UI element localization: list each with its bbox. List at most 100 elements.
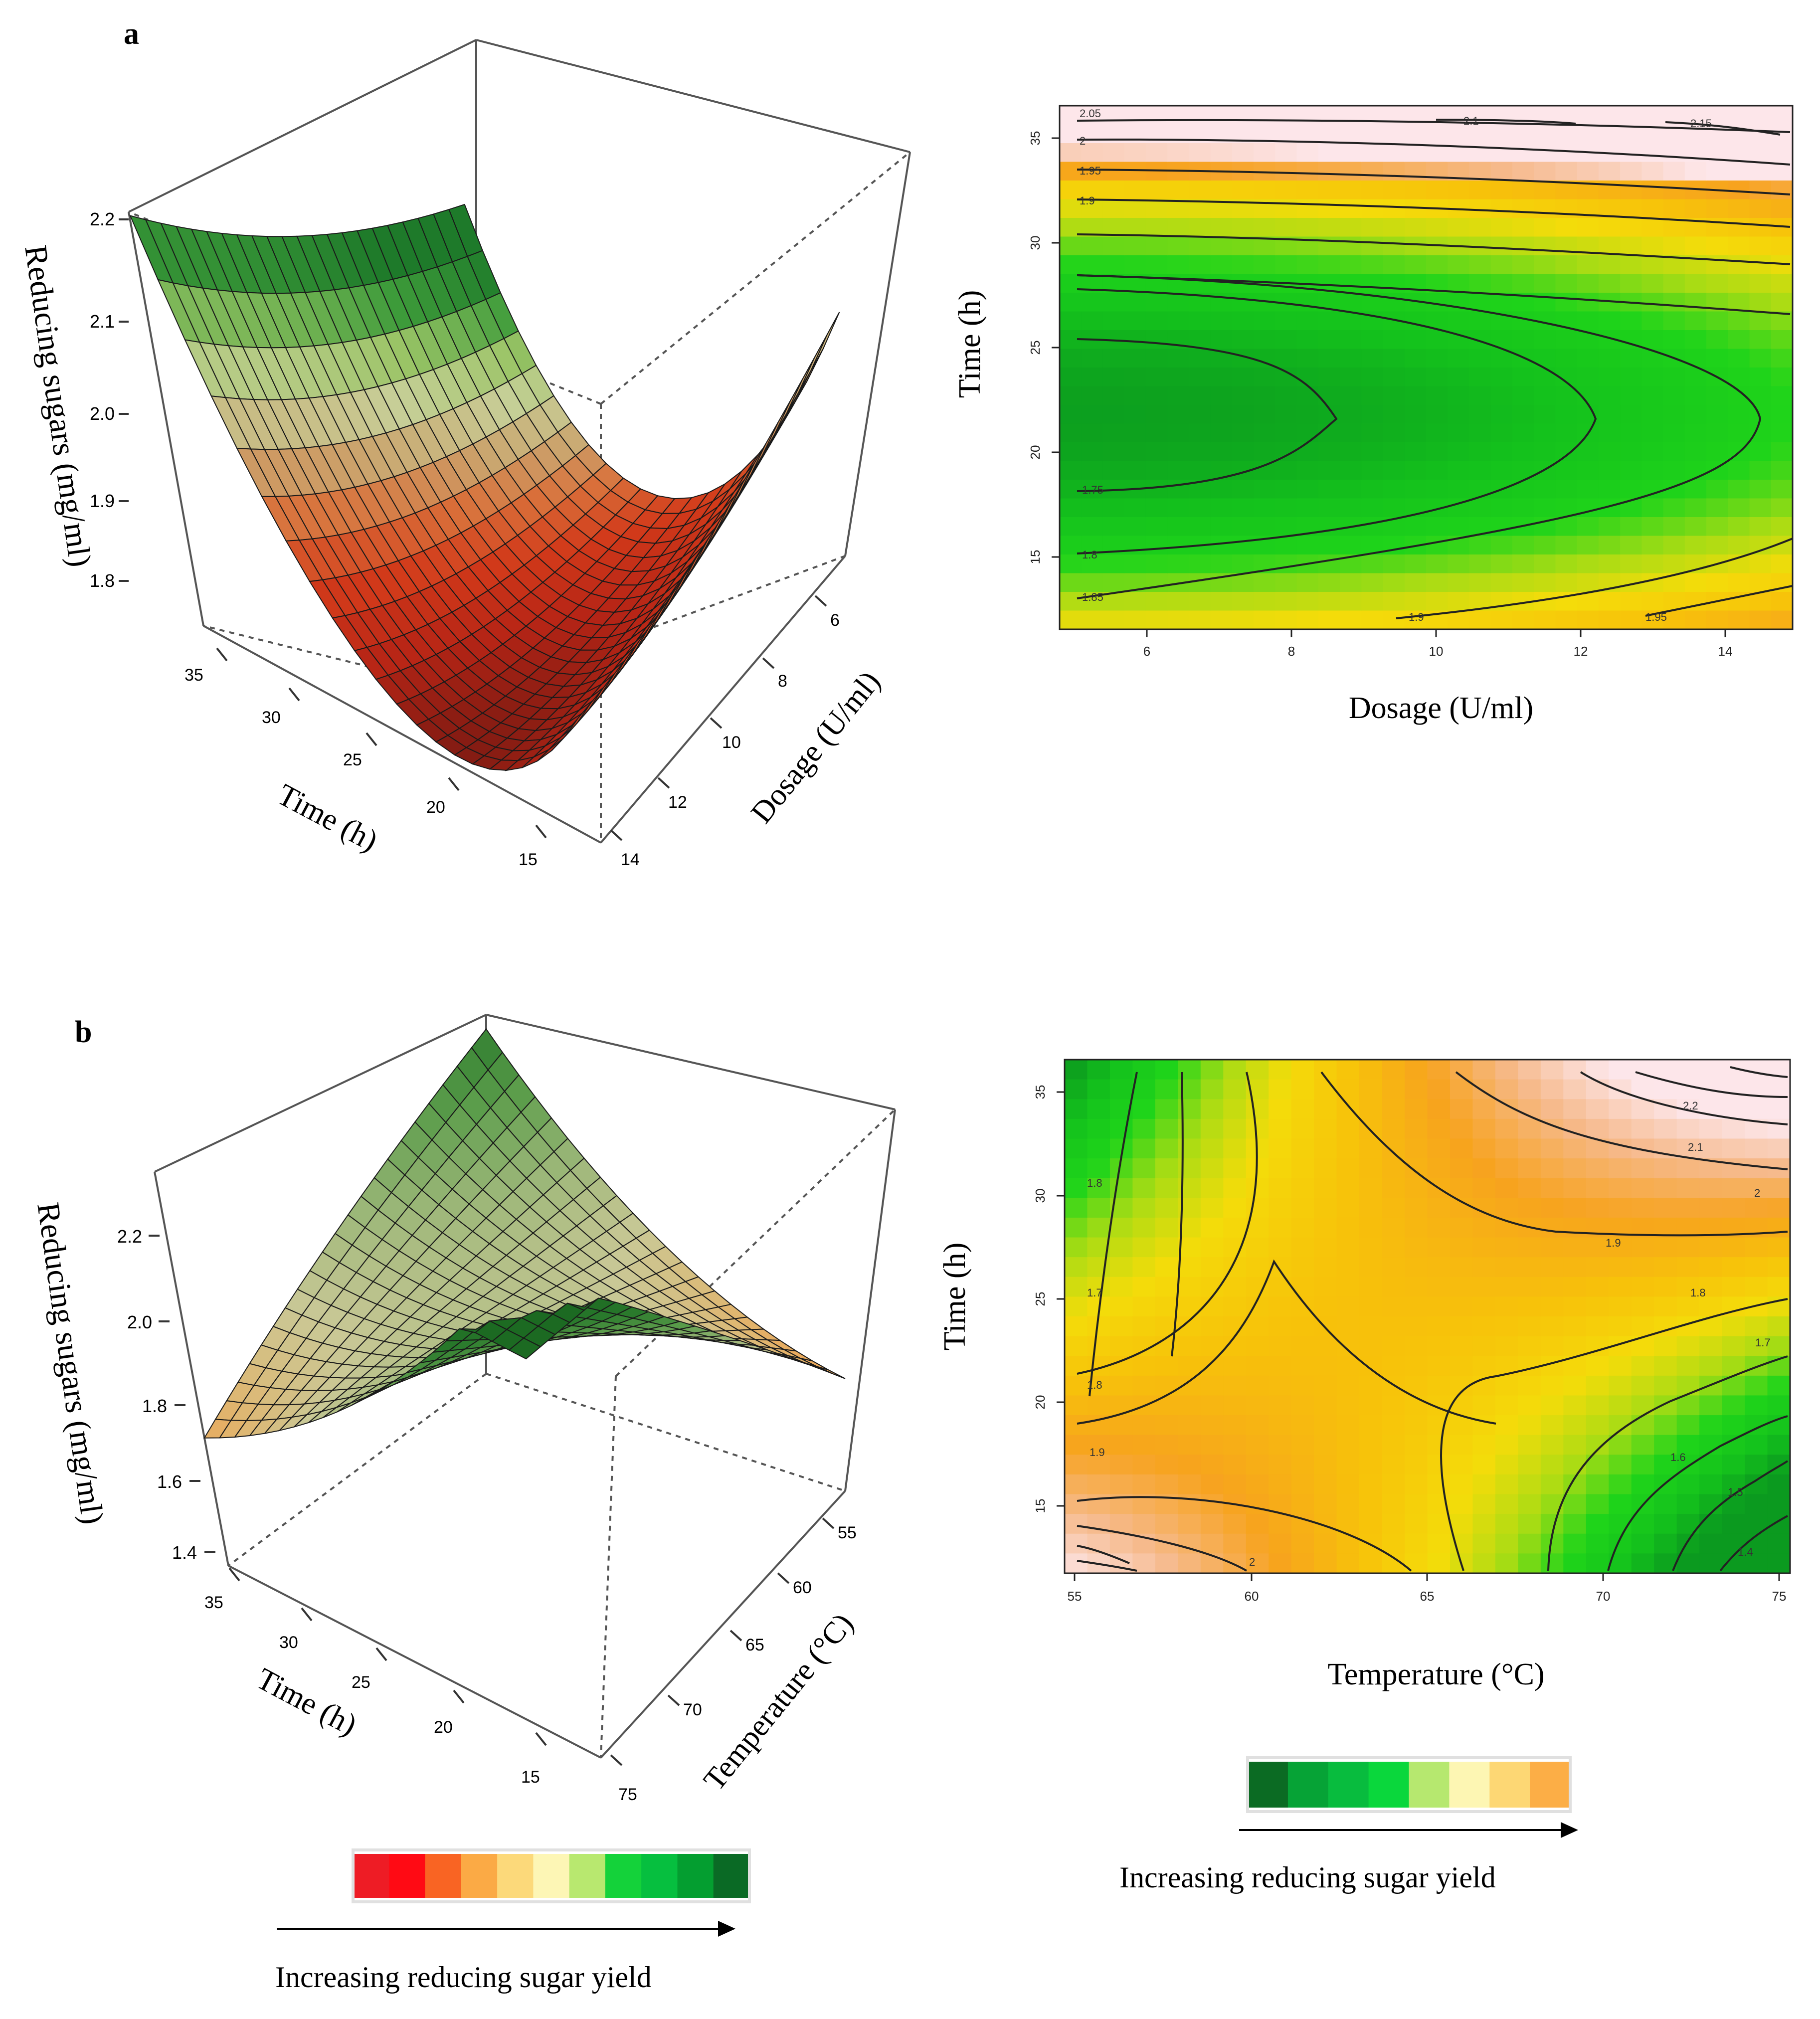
contour-b-cell (1065, 1296, 1088, 1317)
contour-a-cell (1102, 461, 1125, 480)
contour-b-cell (1427, 1118, 1451, 1139)
contour-b-cell (1200, 1217, 1224, 1238)
contour-a-cell (1469, 386, 1491, 405)
contour-b-cell (1223, 1138, 1247, 1159)
contour-a-cell (1275, 255, 1297, 275)
contour-a-cell (1598, 461, 1621, 480)
contour-a-cell (1383, 293, 1405, 312)
contour-a-cell (1210, 610, 1233, 630)
surface-b-z-tick: 2.2 (117, 1226, 142, 1247)
contour-a-cell (1512, 610, 1534, 630)
contour-b-cell (1427, 1138, 1451, 1159)
contour-a-cell (1167, 106, 1190, 125)
contour-legend-swatches (1246, 1756, 1572, 1813)
contour-a-cell (1361, 218, 1384, 237)
surface-b-temp-label: Temperature (°C) (697, 1607, 860, 1797)
contour-a-cell (1318, 330, 1340, 350)
contour-b-cell (1540, 1395, 1564, 1416)
contour-a-cell (1598, 480, 1621, 499)
contour-a-cell (1706, 480, 1729, 499)
contour-a-cell (1749, 330, 1772, 350)
contour-a-cell (1318, 218, 1340, 237)
contour-a-cell (1189, 236, 1211, 256)
contour-a-label: 1.95 (1645, 611, 1667, 623)
contour-b-cell (1065, 1375, 1088, 1396)
contour-a-cell (1749, 554, 1772, 574)
contour-a-cell (1102, 610, 1125, 630)
contour-a-cell (1641, 255, 1664, 275)
contour-b-cell (1405, 1474, 1428, 1495)
contour-b-label: 1.5 (1728, 1486, 1743, 1498)
contour-a-cell (1189, 442, 1211, 462)
surface-legend: Increasing reducing sugar yield (275, 1848, 751, 1994)
contour-a-cell (1534, 573, 1556, 592)
contour-b-cell (1314, 1138, 1337, 1159)
contour-a-cell (1124, 162, 1146, 181)
contour-a-cell (1081, 349, 1103, 368)
contour-b-cell (1087, 1217, 1110, 1238)
contour-a-cell (1189, 610, 1211, 630)
contour-a-cell (1189, 106, 1211, 125)
contour-a-cell (1555, 517, 1578, 537)
contour-a-cell (1145, 405, 1168, 424)
contour-b-cell (1132, 1079, 1156, 1100)
contour-a-cell (1383, 274, 1405, 293)
contour-a-cell (1383, 461, 1405, 480)
contour-b-cell (1563, 1060, 1587, 1080)
contour-b-cell (1563, 1277, 1587, 1297)
contour-a-cell (1490, 143, 1513, 163)
contour-b-cell (1722, 1079, 1745, 1100)
contour-b-cell (1246, 1455, 1270, 1475)
contour-b-label: 2 (1249, 1556, 1255, 1568)
contour-b-cell (1065, 1494, 1088, 1514)
contour-b-cell (1427, 1375, 1451, 1396)
contour-a-cell (1060, 236, 1082, 256)
contour-b-cell (1132, 1158, 1156, 1179)
contour-a-cell (1296, 480, 1319, 499)
contour-a-cell (1448, 517, 1470, 537)
contour-b-cell (1132, 1514, 1156, 1534)
contour-a-cell (1555, 330, 1578, 350)
contour-b-cell (1109, 1257, 1133, 1278)
contour-b-cell (1291, 1455, 1314, 1475)
contour-a-cell (1555, 293, 1578, 312)
contour-a-cell (1189, 181, 1211, 200)
contour-b-cell (1563, 1514, 1587, 1534)
contour-b-cell (1155, 1435, 1179, 1456)
contour-b-cell (1155, 1514, 1179, 1534)
contour-b-cell (1586, 1514, 1610, 1534)
contour-a-cell (1318, 423, 1340, 443)
contour-b-cell (1132, 1099, 1156, 1119)
contour-b-cell (1132, 1257, 1156, 1278)
contour-b-cell (1495, 1514, 1519, 1534)
contour-a-cell (1749, 311, 1772, 331)
contour-a-cell (1254, 610, 1276, 630)
surface-legend-swatches (352, 1848, 751, 1903)
contour-a-cell (1296, 349, 1319, 368)
contour-a-cell (1167, 480, 1190, 499)
contour-a-cell (1448, 461, 1470, 480)
contour-a-cell (1254, 573, 1276, 592)
contour-b-cell (1359, 1514, 1383, 1534)
contour-a-cell (1361, 386, 1384, 405)
panel-label-b: b (75, 1015, 92, 1049)
contour-b-cell (1269, 1079, 1292, 1100)
contour-a-cell (1684, 236, 1707, 256)
contour-b-cell (1065, 1099, 1088, 1119)
contour-b-cell (1676, 1514, 1700, 1534)
contour-b-cell (1563, 1296, 1587, 1317)
contour-b-cell (1336, 1455, 1360, 1475)
contour-a-cell (1189, 349, 1211, 368)
contour-b-cell (1472, 1217, 1496, 1238)
contour-b-cell (1518, 1395, 1541, 1416)
contour-a-cell (1296, 536, 1319, 555)
contour-a-cell (1684, 106, 1707, 125)
contour-legend-swatch (1530, 1762, 1571, 1808)
contour-b-cell (1427, 1099, 1451, 1119)
contour-a-cell (1340, 143, 1362, 163)
contour-a-cell (1167, 181, 1190, 200)
contour-a-cell (1081, 573, 1103, 592)
contour-a-cell (1749, 461, 1772, 480)
contour-a-cell (1383, 573, 1405, 592)
contour-a-cell (1361, 405, 1384, 424)
